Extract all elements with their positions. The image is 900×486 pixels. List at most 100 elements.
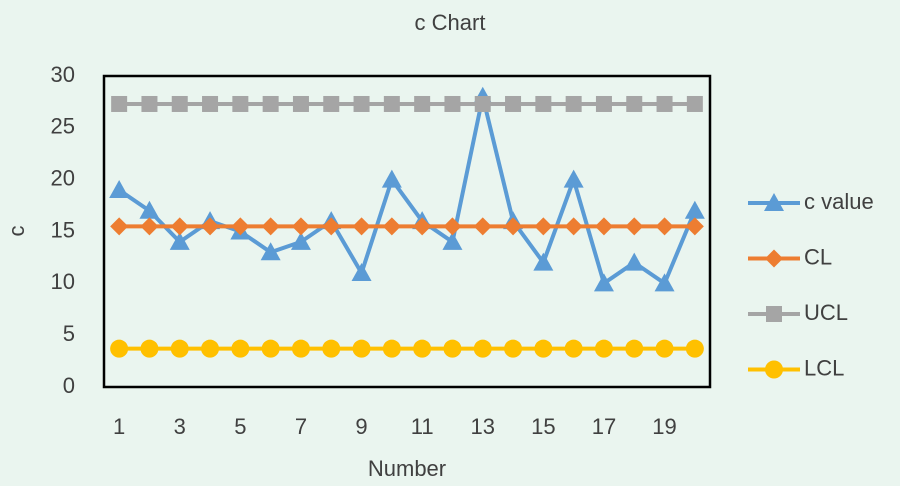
- legend-label: CL: [804, 244, 832, 269]
- y-axis-label: c: [4, 226, 29, 237]
- chart-title: c Chart: [415, 10, 486, 35]
- marker: [443, 217, 462, 236]
- y-tick-label: 0: [63, 373, 75, 398]
- marker: [292, 95, 309, 112]
- marker: [202, 95, 219, 112]
- x-tick-label: 15: [531, 414, 555, 439]
- marker: [444, 95, 461, 112]
- marker: [624, 252, 645, 271]
- marker: [442, 231, 463, 250]
- x-tick-label: 3: [174, 414, 186, 439]
- marker: [533, 252, 554, 271]
- marker: [443, 339, 462, 358]
- marker: [231, 217, 250, 236]
- marker: [414, 95, 431, 112]
- marker: [534, 339, 553, 358]
- marker: [382, 339, 401, 358]
- y-tick-label: 10: [51, 269, 75, 294]
- marker: [625, 339, 644, 358]
- marker: [261, 217, 280, 236]
- x-tick-label: 5: [234, 414, 246, 439]
- x-tick-label: 9: [355, 414, 367, 439]
- marker: [382, 217, 401, 236]
- y-tick-label: 5: [63, 321, 75, 346]
- marker: [655, 339, 674, 358]
- legend-label: c value: [804, 189, 874, 214]
- marker: [261, 339, 280, 358]
- marker: [351, 262, 372, 281]
- marker: [201, 339, 220, 358]
- marker: [565, 95, 582, 112]
- marker: [322, 339, 341, 358]
- marker: [171, 95, 188, 112]
- marker: [260, 242, 281, 261]
- x-tick-label: 17: [592, 414, 616, 439]
- plot-area: [102, 74, 712, 389]
- marker: [139, 200, 160, 219]
- marker: [322, 217, 341, 236]
- marker: [110, 339, 129, 358]
- marker: [504, 217, 523, 236]
- marker: [505, 95, 522, 112]
- marker: [353, 95, 370, 112]
- marker: [563, 169, 584, 188]
- marker: [686, 95, 703, 112]
- marker: [594, 339, 613, 358]
- y-tick-label: 15: [51, 217, 75, 242]
- marker: [352, 217, 371, 236]
- marker: [626, 95, 643, 112]
- marker: [564, 339, 583, 358]
- y-tick-label: 30: [51, 62, 75, 87]
- marker: [413, 217, 432, 236]
- legend-label: UCL: [804, 300, 848, 325]
- marker: [654, 273, 675, 292]
- marker: [684, 200, 705, 219]
- marker: [323, 95, 340, 112]
- marker: [169, 231, 190, 250]
- x-tick-label: 11: [411, 414, 434, 439]
- marker: [413, 339, 432, 358]
- y-tick-label: 20: [51, 165, 75, 190]
- marker: [170, 217, 189, 236]
- x-tick-label: 7: [295, 414, 307, 439]
- marker: [262, 95, 279, 112]
- marker: [534, 217, 553, 236]
- marker: [291, 217, 310, 236]
- marker: [140, 217, 159, 236]
- marker: [594, 217, 613, 236]
- marker: [595, 95, 612, 112]
- x-tick-label: 13: [471, 414, 495, 439]
- marker: [656, 95, 673, 112]
- marker: [232, 95, 249, 112]
- marker: [625, 217, 644, 236]
- marker: [290, 231, 311, 250]
- marker: [473, 339, 492, 358]
- legend-marker: [766, 306, 782, 322]
- legend-label: LCL: [804, 355, 844, 380]
- x-axis-label: Number: [368, 456, 446, 481]
- marker: [111, 95, 128, 112]
- marker: [474, 95, 491, 112]
- marker: [140, 339, 159, 358]
- marker: [109, 180, 130, 199]
- marker: [291, 339, 310, 358]
- marker: [141, 95, 158, 112]
- marker: [381, 169, 402, 188]
- marker: [564, 217, 583, 236]
- marker: [201, 217, 220, 236]
- marker: [535, 95, 552, 112]
- marker: [685, 339, 704, 358]
- marker: [170, 339, 189, 358]
- legend-marker: [764, 193, 784, 211]
- legend-marker: [765, 249, 783, 268]
- marker: [352, 339, 371, 358]
- marker: [685, 217, 704, 236]
- marker: [231, 339, 250, 358]
- marker: [655, 217, 674, 236]
- marker: [504, 339, 523, 358]
- legend-marker: [765, 360, 783, 379]
- x-tick-label: 1: [113, 414, 125, 439]
- x-tick-label: 19: [652, 414, 676, 439]
- marker: [593, 273, 614, 292]
